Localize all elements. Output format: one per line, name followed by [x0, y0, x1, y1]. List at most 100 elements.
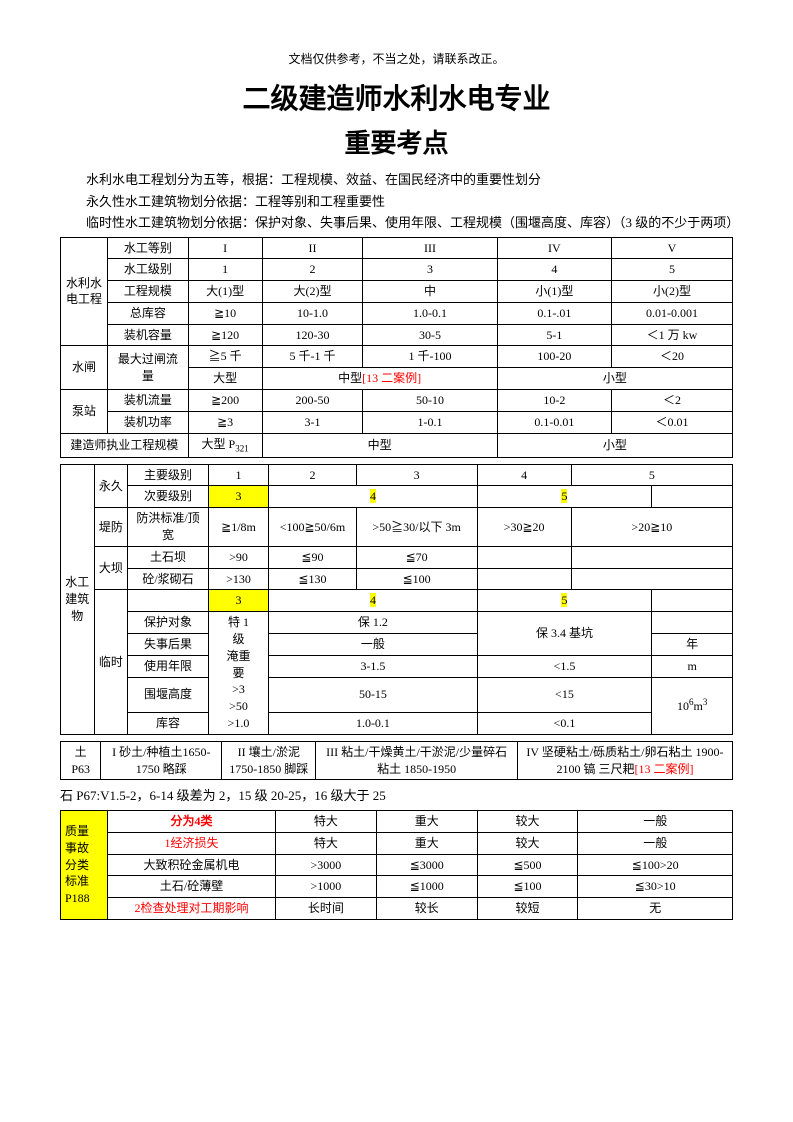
cell: 重大 — [376, 810, 477, 832]
table-quality: 质量 事故 分类 标准 P188 分为4类 特大 重大 较大 一般 1经济损失 … — [60, 810, 733, 920]
table-row: 总库容 ≧10 10-1.0 1.0-0.1 0.1-.01 0.01-0.00… — [61, 302, 733, 324]
cell-cat: 水闸 — [61, 346, 108, 390]
table-grades: 水利水电工程 水工等别 I II III IV V 水工级别 1 2 3 4 5… — [60, 237, 733, 458]
cell: ≦100 — [356, 568, 477, 590]
cell: ≦100>20 — [578, 854, 733, 876]
cell: 重大 — [376, 832, 477, 854]
table-row: 大坝 土石坝 >90 ≦90 ≦70 — [61, 546, 733, 568]
cell: 特大 — [276, 832, 377, 854]
table-row: 砼/浆砌石 >130 ≦130 ≦100 — [61, 568, 733, 590]
cell: 大致积砼金属机电 — [108, 854, 276, 876]
cell: 5 千-1 千 — [262, 346, 363, 368]
table-row: 大致积砼金属机电 >3000 ≦3000 ≦500 ≦100>20 — [61, 854, 733, 876]
cell: 特 1级淹重要>3>50>1.0 — [208, 612, 268, 735]
stone-line: 石 P67:V1.5-2，6-14 级差为 2，15 级 20-25，16 级大… — [60, 786, 733, 806]
table-row: 库容 1.0-0.1 <0.1 — [61, 713, 733, 735]
cell: ≧5 千 — [188, 346, 262, 368]
cell-cat: 水利水电工程 — [61, 237, 108, 346]
cell: 200-50 — [262, 390, 363, 412]
cell: m — [652, 655, 733, 677]
cell: ＜1 万 kw — [611, 324, 732, 346]
cell: 较短 — [477, 898, 578, 920]
cell: 0.1-.01 — [497, 302, 611, 324]
cell: III 粘土/干燥黄土/干淤泥/少量碎石 粘土 1850-1950 — [316, 741, 518, 780]
table-row: 土 P63 I 砂土/种植土1650-1750 略踩 II 壤土/淤泥 1750… — [61, 741, 733, 780]
cell: ≦30>10 — [578, 876, 733, 898]
cell: ≧10 — [188, 302, 262, 324]
cell: 中 — [363, 281, 497, 303]
cell: 2 — [262, 259, 363, 281]
cell: 装机容量 — [108, 324, 189, 346]
cell: 2 — [269, 464, 356, 486]
cell: 0.1-0.01 — [497, 411, 611, 433]
cell: 保护对象 — [128, 612, 209, 634]
cell-red: 分为4类 — [108, 810, 276, 832]
cell: 大(1)型 — [188, 281, 262, 303]
table-row: 水工级别 1 2 3 4 5 — [61, 259, 733, 281]
cell: 一般 — [269, 634, 477, 656]
cell: ≦500 — [477, 854, 578, 876]
cell-cat: 永久 — [94, 464, 128, 508]
cell: ＜20 — [611, 346, 732, 368]
table-row: 水利水电工程 水工等别 I II III IV V — [61, 237, 733, 259]
cell-red: 2检查处理对工期影响 — [108, 898, 276, 920]
para-2: 永久性水工建筑物划分依据：工程等别和工程重要性 — [60, 192, 733, 212]
table-row: 装机容量 ≧120 120-30 30-5 5-1 ＜1 万 kw — [61, 324, 733, 346]
cell: 小(1)型 — [497, 281, 611, 303]
cell: 最大过闸流量 — [108, 346, 189, 390]
cell: 砼/浆砌石 — [128, 568, 209, 590]
cell: 5-1 — [497, 324, 611, 346]
cell: >30≧20 — [477, 508, 571, 547]
cell-cat: 堤防 — [94, 508, 128, 547]
cell: 总库容 — [108, 302, 189, 324]
cell: >90 — [208, 546, 268, 568]
cell: 5 — [477, 486, 652, 508]
cell-cat: 大坝 — [94, 546, 128, 590]
table-row: 土石/砼薄壁 >1000 ≦1000 ≦100 ≦30>10 — [61, 876, 733, 898]
para-3: 临时性水工建筑物划分依据：保护对象、失事后果、使用年限、工程规模（围堰高度、库容… — [60, 213, 733, 233]
cell: 大型 — [188, 368, 262, 390]
cell: 50-15 — [269, 677, 477, 712]
cell: <0.1 — [477, 713, 652, 735]
cell: 30-5 — [363, 324, 497, 346]
cell: >50≧30/以下 3m — [356, 508, 477, 547]
cell — [652, 590, 733, 612]
cell: <100≧50/6m — [269, 508, 356, 547]
cell: 中型 — [262, 433, 497, 457]
cell: 较大 — [477, 810, 578, 832]
red-note: [13 二案例] — [634, 762, 693, 776]
table-row: 围堰高度 50-15 <15 106m3 — [61, 677, 733, 712]
table-row: 水工建筑物 永久 主要级别 1 2 3 4 5 — [61, 464, 733, 486]
cell: >20≧10 — [571, 508, 732, 547]
table-row: 保护对象 特 1级淹重要>3>50>1.0 保 1.2 保 3.4 基坑 — [61, 612, 733, 634]
cell: V — [611, 237, 732, 259]
cell: 土石坝 — [128, 546, 209, 568]
cell-cat: 临时 — [94, 590, 128, 734]
cell: II 壤土/淤泥 1750-1850 脚踩 — [222, 741, 316, 780]
cell: 保 3.4 基坑 — [477, 612, 652, 656]
cell: 120-30 — [262, 324, 363, 346]
cell: 5 — [611, 259, 732, 281]
cell: 3-1 — [262, 411, 363, 433]
cell: 106m3 — [652, 677, 733, 734]
cell: 小型 — [497, 433, 732, 457]
cell-hl: 3 — [208, 486, 268, 508]
cell: 10-2 — [497, 390, 611, 412]
cell: ≦90 — [269, 546, 356, 568]
cell: >1000 — [276, 876, 377, 898]
cell — [571, 568, 732, 590]
cell: 特大 — [276, 810, 377, 832]
cell: 一般 — [578, 810, 733, 832]
cell: 建造师执业工程规模 — [61, 433, 189, 457]
title-sub: 重要考点 — [60, 123, 733, 160]
cell: <1.5 — [477, 655, 652, 677]
cell — [652, 612, 733, 634]
cell: 1.0-0.1 — [269, 713, 477, 735]
cell — [571, 546, 732, 568]
table-row: 1经济损失 特大 重大 较大 一般 — [61, 832, 733, 854]
cell: 3 — [356, 464, 477, 486]
table-row: 建造师执业工程规模 大型 P321 中型 小型 — [61, 433, 733, 457]
cell: >3000 — [276, 854, 377, 876]
cell: 失事后果 — [128, 634, 209, 656]
cell: 3-1.5 — [269, 655, 477, 677]
